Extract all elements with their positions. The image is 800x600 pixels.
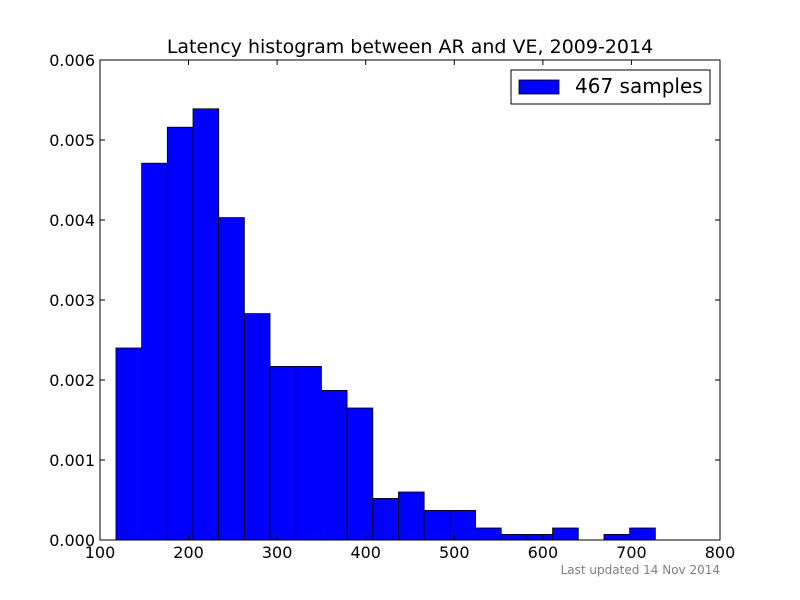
histogram-bar: [141, 162, 168, 541]
x-tick-label: 600: [528, 543, 559, 562]
histogram-bar: [398, 491, 425, 541]
histogram-bar: [552, 527, 579, 541]
histogram-bar: [115, 347, 143, 541]
y-tick-label: 0.006: [49, 51, 95, 70]
histogram-bar: [526, 534, 553, 541]
histogram-bar: [192, 108, 220, 541]
chart-title: Latency histogram between AR and VE, 200…: [167, 36, 653, 58]
legend-label: 467 samples: [575, 74, 703, 98]
ticks-group: 100 200 300 400 500 600 700 800 0.000 0.001 0.002 0…: [49, 51, 735, 562]
x-tick-label: 200: [173, 543, 204, 562]
y-tick-label: 0.004: [49, 211, 95, 230]
histogram-bar: [603, 534, 631, 541]
histogram-bar: [346, 407, 374, 541]
histogram-bar: [449, 509, 476, 541]
histogram-bar: [629, 527, 656, 541]
x-tick-label: 800: [705, 543, 736, 562]
y-tick-label: 0.000: [49, 531, 95, 550]
last-updated-note: Last updated 14 Nov 2014: [561, 563, 720, 577]
x-tick-label: 500: [439, 543, 470, 562]
histogram-bar: [475, 527, 502, 541]
histogram-bar: [321, 389, 348, 541]
histogram-bar: [295, 365, 322, 541]
histogram-bar: [423, 509, 451, 541]
x-tick-label: 700: [616, 543, 647, 562]
y-tick-label: 0.001: [49, 451, 95, 470]
histogram-bar: [500, 534, 528, 541]
y-tick-label: 0.003: [49, 291, 95, 310]
legend-swatch: [518, 79, 560, 95]
y-tick-label: 0.002: [49, 371, 95, 390]
histogram-bar: [269, 365, 297, 541]
histogram-bar: [166, 126, 194, 541]
histogram-bar: [243, 313, 271, 541]
x-tick-label: 300: [262, 543, 293, 562]
histogram-bar: [372, 497, 399, 541]
y-tick-label: 0.005: [49, 131, 95, 150]
bars-group: [115, 108, 656, 541]
x-tick-label: 400: [350, 543, 381, 562]
legend: 467 samples: [510, 69, 711, 105]
histogram-bar: [218, 217, 245, 541]
x-tick-label: 100: [85, 543, 116, 562]
